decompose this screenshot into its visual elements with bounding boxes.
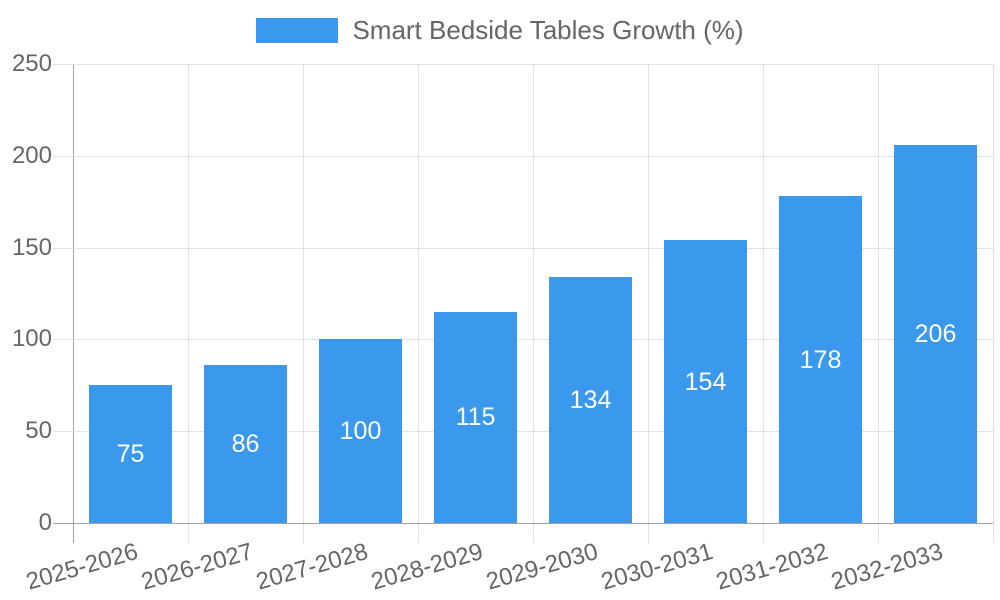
legend-color-swatch — [256, 17, 339, 43]
bar-value-label: 75 — [116, 440, 145, 469]
bar[interactable] — [664, 240, 747, 523]
bar[interactable] — [779, 196, 862, 523]
x-tick-label: 2029-2030 — [482, 538, 601, 596]
y-gridline — [53, 247, 993, 249]
bar[interactable] — [434, 311, 517, 523]
x-tick-label: 2030-2031 — [597, 538, 716, 596]
x-gridline — [533, 64, 534, 543]
y-tick-label: 50 — [25, 417, 52, 445]
bar[interactable] — [204, 365, 287, 523]
x-tick-label: 2032-2033 — [827, 538, 946, 596]
bar-value-label: 86 — [231, 430, 260, 459]
x-gridline — [418, 64, 419, 543]
bar-value-label: 154 — [684, 367, 727, 396]
x-tick-label: 2025-2026 — [22, 538, 141, 596]
y-tick-label: 150 — [11, 233, 52, 261]
y-tick-label: 200 — [11, 141, 52, 169]
y-gridline — [53, 64, 993, 65]
y-gridline — [53, 339, 993, 341]
y-gridline — [53, 431, 993, 433]
y-gridline — [53, 155, 993, 157]
x-gridline — [303, 64, 304, 543]
bar[interactable] — [549, 276, 632, 523]
bar-value-label: 206 — [914, 319, 957, 348]
bar-value-label: 100 — [339, 417, 382, 446]
bar-value-label: 115 — [455, 403, 496, 432]
x-gridline — [993, 64, 994, 543]
x-tick-label: 2026-2027 — [137, 538, 256, 596]
y-tick-label: 100 — [11, 325, 52, 353]
legend-label: Smart Bedside Tables Growth (%) — [352, 15, 744, 45]
x-gridline — [878, 64, 879, 543]
y-axis-line — [73, 64, 74, 543]
bar[interactable] — [89, 385, 172, 523]
bar-value-label: 178 — [799, 345, 842, 374]
y-tick-label: 0 — [38, 509, 52, 536]
bar-value-label: 134 — [569, 385, 612, 414]
x-axis-line — [53, 523, 993, 524]
x-gridline — [188, 64, 189, 543]
bar[interactable] — [319, 339, 402, 523]
bar[interactable] — [894, 144, 977, 523]
x-gridline — [763, 64, 764, 543]
y-tick-label: 250 — [11, 50, 52, 77]
x-gridline — [648, 64, 649, 543]
legend-item[interactable]: Smart Bedside Tables Growth (%) — [0, 16, 1000, 44]
x-tick-label: 2028-2029 — [367, 538, 486, 596]
x-tick-label: 2027-2028 — [252, 538, 371, 596]
x-tick-label: 2031-2032 — [712, 538, 831, 596]
